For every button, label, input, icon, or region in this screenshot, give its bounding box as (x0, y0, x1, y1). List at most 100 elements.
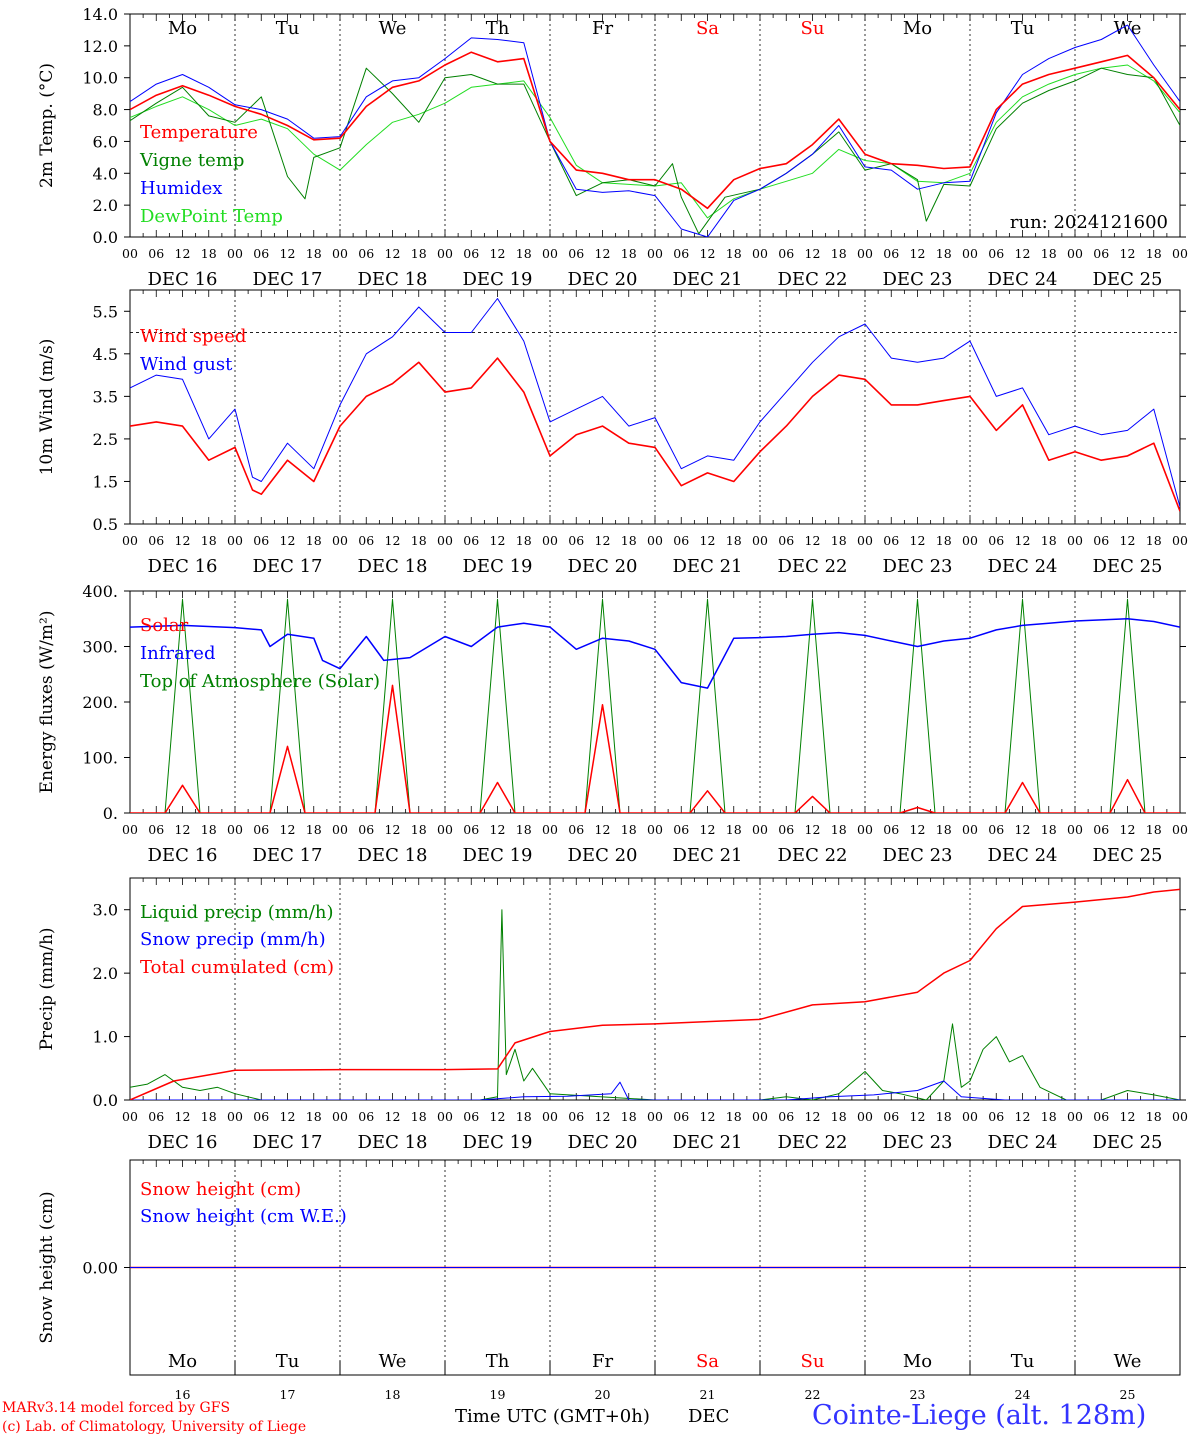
day-label: DEC 22 (778, 1132, 848, 1153)
hour-tick-label: 12 (910, 246, 926, 261)
hour-tick-label: 12 (910, 1109, 926, 1124)
day-label: DEC 24 (988, 1132, 1058, 1153)
y-tick-label: 3.0 (93, 901, 118, 920)
hour-tick-label: 06 (463, 822, 479, 837)
hour-tick-label: 06 (253, 533, 269, 548)
series-line-liquid-precip-mm-h- (130, 909, 1180, 1100)
hour-tick-label: 06 (358, 1109, 374, 1124)
hour-tick-label: 06 (148, 1109, 164, 1124)
location-title: Cointe-Liege (alt. 128m) (812, 1400, 1147, 1431)
hour-tick-label: 06 (988, 533, 1004, 548)
credit-line-1: MARv3.14 model forced by GFS (2, 1400, 231, 1416)
day-label: DEC 25 (1093, 556, 1163, 577)
hour-tick-label: 18 (726, 1109, 742, 1124)
hour-tick-label: 18 (621, 246, 637, 261)
hour-tick-label: 18 (1041, 533, 1057, 548)
weekday-label: We (1114, 18, 1142, 39)
weekday-label: We (379, 1351, 407, 1372)
hour-tick-label: 00 (122, 822, 138, 837)
hour-tick-label: 06 (1093, 533, 1109, 548)
y-tick-label: 10.0 (82, 69, 118, 88)
hour-tick-label: 00 (752, 1109, 768, 1124)
hour-tick-label: 00 (1172, 246, 1188, 261)
hour-tick-label: 06 (883, 246, 899, 261)
y-axis-label: Energy fluxes (W/m²) (37, 611, 57, 794)
y-tick-label: 300. (82, 638, 118, 657)
y-tick-label: 5.5 (93, 302, 118, 321)
hour-tick-label: 12 (700, 246, 716, 261)
series-line-wind-speed (130, 357, 1180, 512)
hour-tick-label: 06 (568, 822, 584, 837)
hour-tick-label: 00 (437, 1109, 453, 1124)
hour-tick-label: 18 (306, 1109, 322, 1124)
hour-tick-label: 18 (306, 246, 322, 261)
hour-tick-label: 18 (726, 822, 742, 837)
credit-line-2: (c) Lab. of Climatology, University of L… (2, 1419, 307, 1435)
day-label: DEC 16 (148, 269, 218, 290)
hour-tick-label: 18 (1146, 1109, 1162, 1124)
hour-tick-label: 18 (1146, 822, 1162, 837)
hour-tick-label: 12 (385, 1109, 401, 1124)
day-label: DEC 22 (778, 556, 848, 577)
y-tick-label: 200. (82, 693, 118, 712)
day-label: DEC 21 (673, 1132, 743, 1153)
hour-tick-label: 18 (516, 533, 532, 548)
day-label: DEC 23 (883, 269, 953, 290)
day-label: DEC 16 (148, 1132, 218, 1153)
hour-tick-label: 06 (568, 533, 584, 548)
hour-tick-label: 12 (595, 246, 611, 261)
hour-tick-label: 06 (568, 246, 584, 261)
legend-entry: Vigne temp (139, 150, 244, 171)
hour-tick-label: 00 (1067, 822, 1083, 837)
hour-tick-label: 12 (1015, 1109, 1031, 1124)
hour-tick-label: 06 (883, 822, 899, 837)
hour-tick-label: 18 (1146, 533, 1162, 548)
hour-tick-label: 00 (962, 1109, 978, 1124)
hour-tick-label: 12 (805, 533, 821, 548)
hour-tick-label: 18 (516, 1109, 532, 1124)
hour-tick-label: 06 (1093, 1109, 1109, 1124)
day-label: DEC 17 (253, 845, 323, 866)
day-number-label: 19 (490, 1387, 506, 1402)
day-number-label: 21 (700, 1387, 716, 1402)
hour-tick-label: 00 (542, 1109, 558, 1124)
hour-tick-label: 12 (595, 533, 611, 548)
day-number-label: 20 (595, 1387, 611, 1402)
hour-tick-label: 06 (673, 533, 689, 548)
hour-tick-label: 06 (988, 246, 1004, 261)
hour-tick-label: 06 (778, 246, 794, 261)
hour-tick-label: 12 (805, 1109, 821, 1124)
run-label: run: 2024121600 (1010, 212, 1168, 233)
y-tick-label: 12.0 (82, 37, 118, 56)
day-label: DEC 20 (568, 269, 638, 290)
hour-tick-label: 18 (621, 822, 637, 837)
hour-tick-label: 00 (332, 533, 348, 548)
hour-tick-label: 00 (1172, 533, 1188, 548)
y-tick-label: 4.0 (93, 164, 118, 183)
hour-tick-label: 00 (1172, 822, 1188, 837)
hour-tick-label: 18 (201, 246, 217, 261)
day-label: DEC 17 (253, 269, 323, 290)
day-label: DEC 19 (463, 269, 533, 290)
y-axis-label: 2m Temp. (°C) (37, 63, 57, 188)
weekday-label: Su (801, 18, 825, 39)
hour-tick-label: 00 (857, 246, 873, 261)
hour-tick-label: 00 (227, 1109, 243, 1124)
y-tick-label: 6.0 (93, 132, 118, 151)
hour-tick-label: 18 (831, 1109, 847, 1124)
weekday-label: Tu (1011, 1351, 1035, 1372)
weekday-label: Su (801, 1351, 825, 1372)
hour-tick-label: 18 (201, 1109, 217, 1124)
day-label: DEC 18 (358, 269, 428, 290)
hour-tick-label: 18 (1146, 246, 1162, 261)
day-label: DEC 24 (988, 556, 1058, 577)
hour-tick-label: 00 (1067, 246, 1083, 261)
day-label: DEC 22 (778, 845, 848, 866)
legend-entry: Total cumulated (cm) (140, 957, 334, 978)
weekday-label: Tu (1011, 18, 1035, 39)
hour-tick-label: 18 (411, 1109, 427, 1124)
hour-tick-label: 18 (726, 246, 742, 261)
hour-tick-label: 00 (437, 246, 453, 261)
hour-tick-label: 12 (805, 246, 821, 261)
